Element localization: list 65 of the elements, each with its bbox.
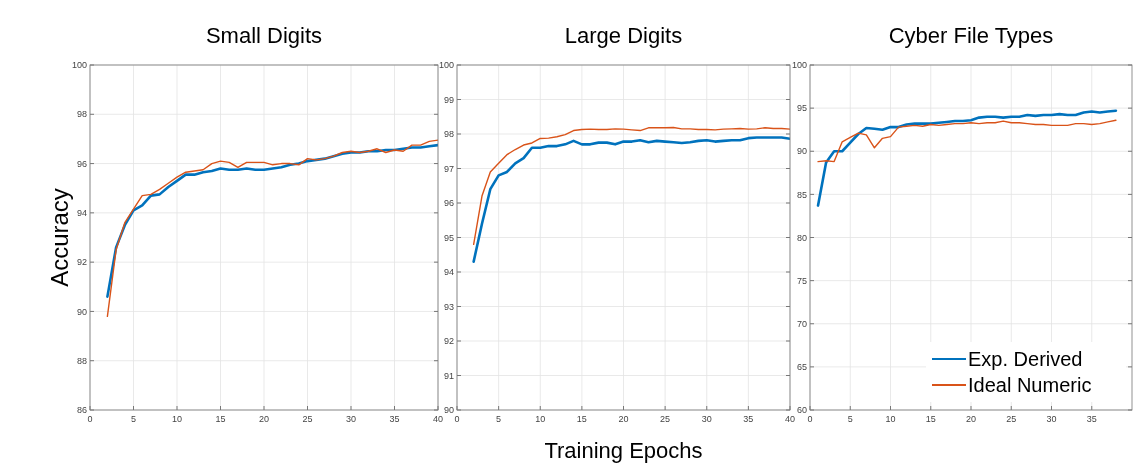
y-tick-label: 90	[796, 146, 807, 157]
y-tick-label: 96	[76, 158, 87, 169]
y-tick-label: 98	[76, 109, 87, 120]
x-tick-label: 10	[535, 414, 546, 424]
x-tick-label: 15	[215, 414, 226, 424]
y-tick-label: 96	[443, 198, 454, 209]
legend-label: Exp. Derived	[968, 348, 1083, 370]
x-tick-label: 5	[496, 414, 502, 424]
y-tick-label: 90	[76, 306, 87, 317]
x-tick-label: 20	[965, 414, 977, 424]
y-tick-label: 92	[76, 257, 87, 268]
x-tick-label: 25	[660, 414, 671, 424]
y-tick-label: 92	[443, 336, 454, 347]
line-series	[817, 119, 1117, 163]
y-tick-label: 70	[796, 318, 807, 329]
x-tick-label: 30	[1046, 414, 1057, 424]
y-tick-label: 91	[443, 370, 454, 381]
chart-title: Cyber File Types	[888, 23, 1054, 48]
x-tick-label: 25	[1006, 414, 1017, 424]
y-tick-label: 65	[796, 362, 807, 373]
x-tick-label: 40	[432, 414, 444, 424]
y-axis-title: Accuracy	[46, 188, 73, 287]
y-tick-label: 95	[443, 232, 454, 243]
x-tick-label: 5	[847, 414, 853, 424]
y-tick-label: 86	[76, 405, 87, 416]
y-tick-label: 60	[796, 405, 807, 416]
y-tick-label: 100	[791, 60, 807, 71]
x-tick-label: 5	[130, 414, 137, 424]
y-tick-label: 94	[76, 208, 87, 219]
y-tick-label: 80	[796, 232, 807, 243]
chart-title: Small Digits	[205, 23, 323, 48]
x-tick-label: 10	[885, 414, 896, 424]
x-tick-label: 25	[302, 414, 313, 424]
x-tick-label: 0	[87, 414, 93, 424]
y-tick-label: 97	[443, 163, 454, 174]
x-tick-label: 0	[807, 414, 813, 424]
line-series	[816, 109, 1118, 207]
line-series	[472, 126, 790, 246]
y-tick-label: 85	[796, 189, 807, 200]
x-tick-label: 15	[576, 414, 587, 424]
y-tick-label: 95	[796, 103, 807, 114]
y-tick-label: 75	[796, 275, 807, 286]
x-tick-label: 20	[618, 414, 629, 424]
y-tick-label: 94	[443, 267, 454, 278]
x-tick-label: 35	[1086, 414, 1097, 424]
y-tick-label: 90	[443, 405, 454, 416]
y-tick-label: 100	[71, 60, 87, 71]
x-tick-label: 40	[784, 414, 796, 424]
legend-label: Ideal Numeric	[968, 374, 1092, 396]
line-series	[472, 136, 790, 263]
y-tick-label: 93	[443, 301, 454, 312]
y-tick-label: 99	[443, 94, 454, 105]
x-tick-label: 35	[743, 414, 754, 424]
y-tick-label: 88	[76, 355, 87, 366]
chart-title: Large Digits	[564, 23, 683, 48]
x-axis-title: Training Epochs	[544, 438, 703, 463]
y-tick-label: 98	[443, 129, 454, 140]
x-tick-label: 30	[345, 414, 357, 424]
x-tick-label: 35	[389, 414, 400, 424]
x-tick-label: 10	[171, 414, 183, 424]
x-tick-label: 20	[258, 414, 270, 424]
y-tick-label: 100	[438, 60, 454, 71]
x-tick-label: 0	[454, 414, 460, 424]
x-tick-label: 30	[701, 414, 712, 424]
x-tick-label: 15	[925, 414, 936, 424]
